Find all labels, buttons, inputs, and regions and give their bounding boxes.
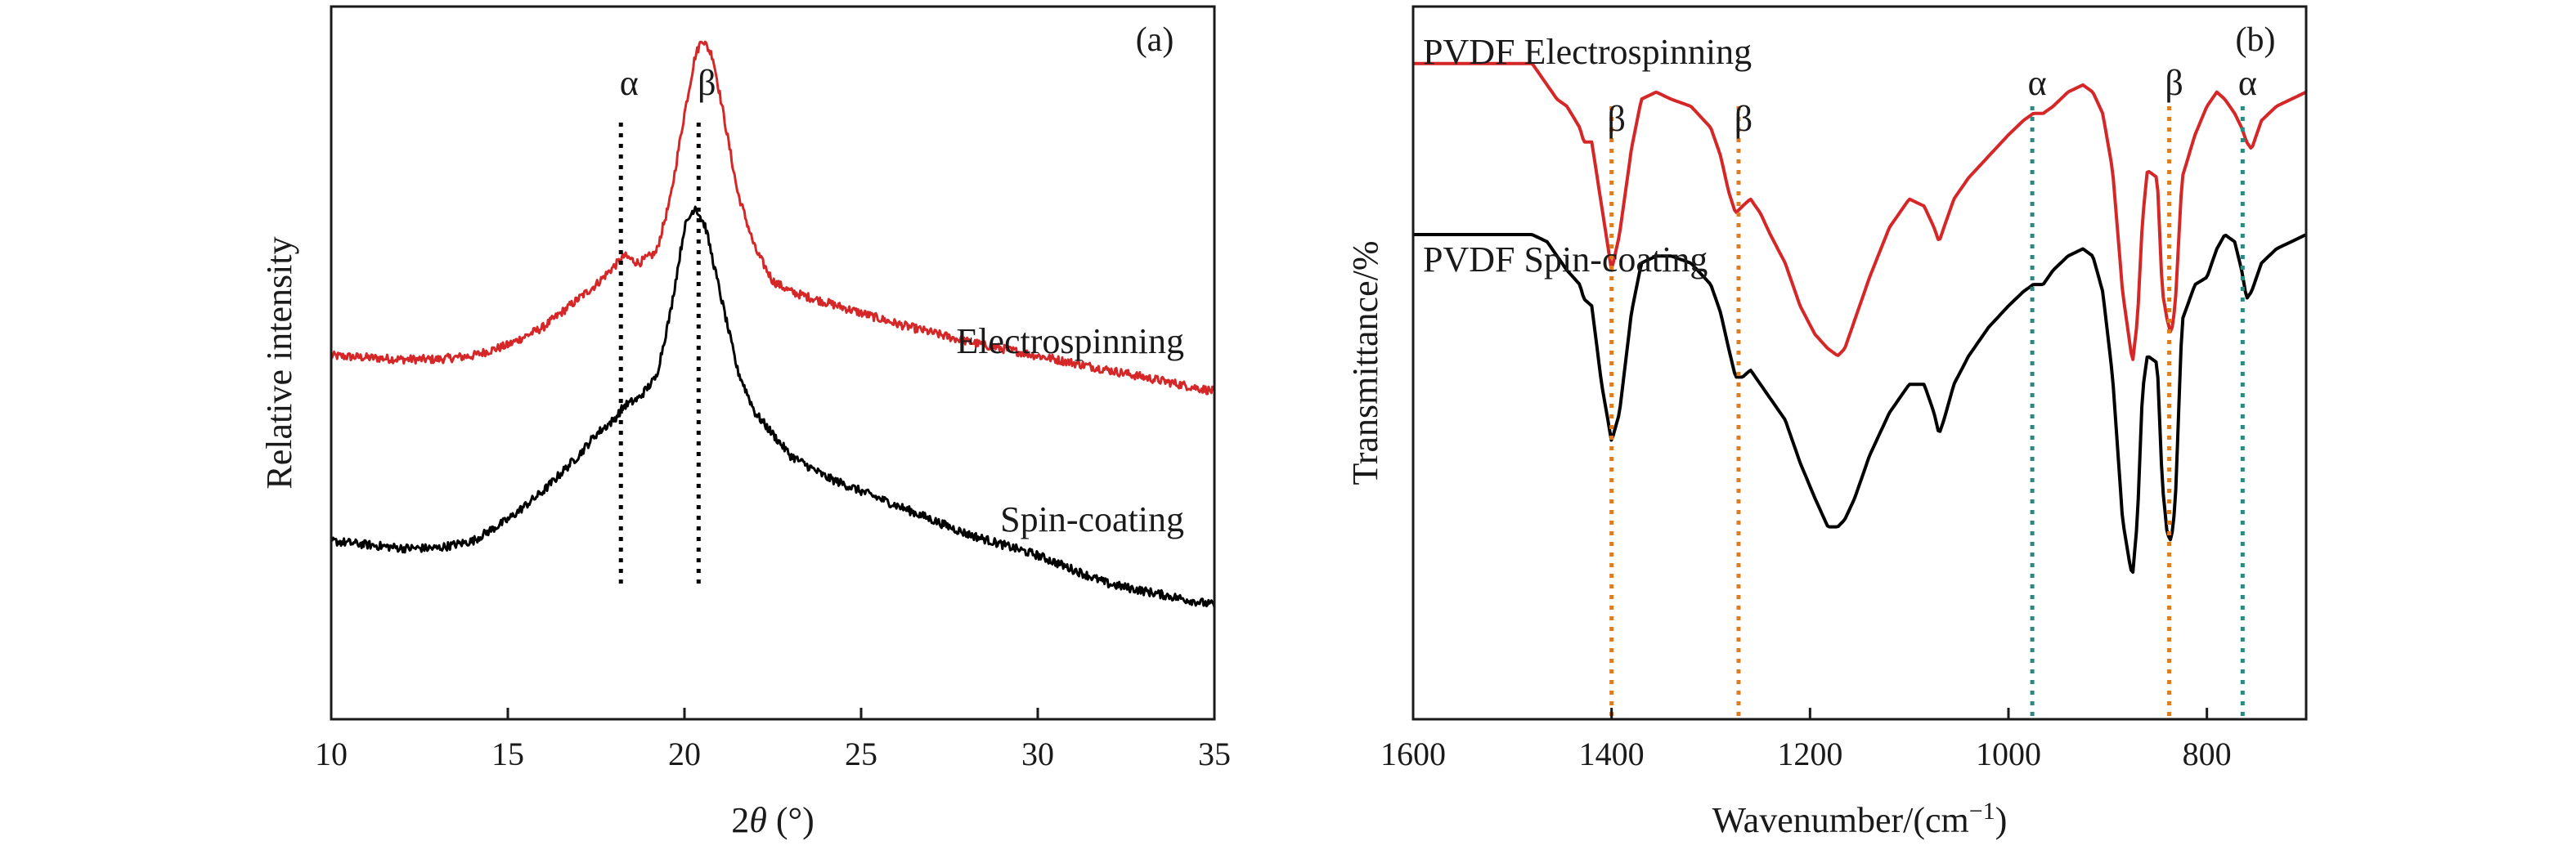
panel-a-x-tick-label: 15 — [491, 736, 524, 772]
panel-b-annotation-layer: β βα β α — [1607, 63, 2257, 719]
panel-a-x-tick-label: 10 — [315, 736, 348, 772]
panel-b-series-electrospinning-line — [1413, 61, 2307, 361]
panel-a-phase-label: β — [698, 63, 716, 103]
panel-a-x-tick-label: 30 — [1021, 736, 1054, 772]
panel-b: β β α β α 1600 1400 1200 1000 800 (b) PVDF Elect… — [1345, 5, 2308, 840]
panel-a-x-title-unit: (°) — [767, 800, 815, 840]
panel-a-frame — [330, 5, 1216, 721]
panel-b-x-title-sup: −1 — [1969, 798, 1995, 825]
panel-b-x-title-close: ) — [1995, 800, 2008, 840]
panel-b-phase-label: β — [1607, 99, 1625, 139]
panel-a-x-title-prefix: 2 — [731, 800, 749, 840]
panel-b-legend-spin-coating: PVDF Spin-coating — [1423, 239, 1708, 280]
panel-b-phase-label: β — [1735, 99, 1752, 139]
panel-b-frame — [1411, 5, 2308, 721]
panel-a-phase-label: α — [620, 63, 639, 103]
panel-b-x-tick-label: 800 — [2183, 736, 2232, 772]
panel-b-x-tick-label: 1200 — [1777, 736, 1842, 772]
panel-a-series-layer — [330, 40, 1216, 608]
panel-b-legend-electrospinning: PVDF Electrospinning — [1423, 32, 1752, 72]
panel-b-x-tick-label: 1000 — [1976, 736, 2041, 772]
panel-a-y-axis-title: Relative intensity — [259, 236, 299, 489]
panel-b-y-axis-title: Transmittance/% — [1345, 241, 1385, 485]
panel-a-label: (a) — [1136, 21, 1174, 59]
panel-a-series-spin-coating-line — [330, 205, 1216, 608]
panel-b-x-tick-label: 1400 — [1579, 736, 1645, 772]
panel-a-x-tick-label: 35 — [1198, 736, 1231, 772]
panel-b-phase-label: α — [2238, 63, 2257, 103]
panel-a-x-tick-label: 25 — [845, 736, 877, 772]
panel-a-legend-electrospinning: Electrospinning — [956, 321, 1184, 361]
panel-b-series-layer — [1413, 61, 2307, 574]
panel-b-phase-label: β — [2165, 63, 2183, 103]
panel-b-x-title-main: Wavenumber/(cm — [1712, 800, 1969, 840]
panel-a-x-axis-title: 2θ (°) — [731, 800, 815, 840]
panel-b-x-axis-title: Wavenumber/(cm−1) — [1712, 798, 2008, 840]
panel-a-series-electrospinning-line — [330, 40, 1216, 396]
panel-b-series-spin-coating-line — [1413, 233, 2307, 574]
panel-b-phase-label: α — [2028, 63, 2047, 103]
panel-b-label: (b) — [2236, 21, 2276, 59]
panel-a-x-ticks: 10 15 20 25 30 35 — [315, 708, 1231, 772]
panel-b-x-tick-label: 1600 — [1380, 736, 1446, 772]
panel-a-x-title-theta: θ — [749, 800, 767, 840]
panel-a-legend-spin-coating: Spin-coating — [1000, 499, 1184, 539]
panel-b-x-ticks: 1600 1400 1200 1000 800 — [1380, 708, 2232, 772]
panel-a-x-tick-label: 20 — [668, 736, 701, 772]
